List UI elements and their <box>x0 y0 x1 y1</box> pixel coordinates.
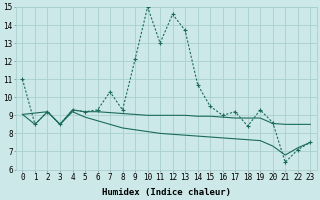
X-axis label: Humidex (Indice chaleur): Humidex (Indice chaleur) <box>102 188 231 197</box>
